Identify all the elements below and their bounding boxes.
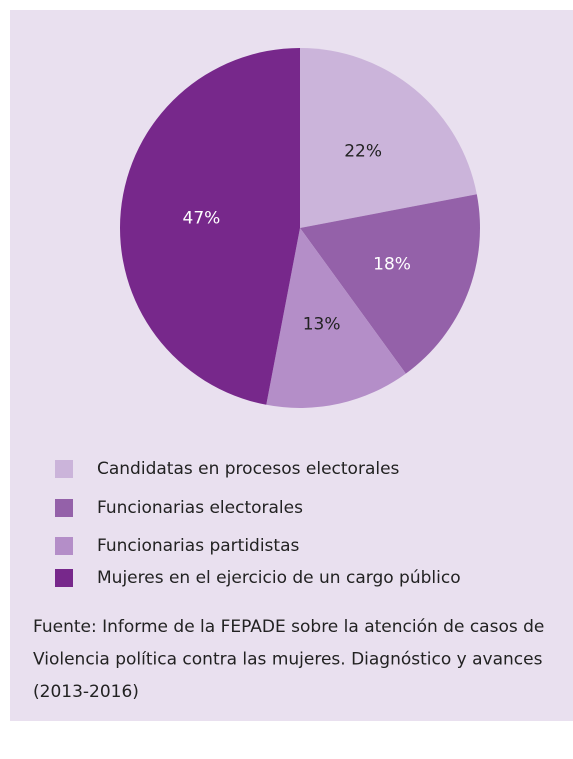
pie-slice bbox=[300, 194, 480, 374]
slice-label: 18% bbox=[373, 254, 411, 274]
legend-label: Funcionarias electorales bbox=[97, 498, 303, 518]
legend-label: Mujeres en el ejercicio de un cargo públ… bbox=[97, 568, 461, 588]
pie-slice bbox=[266, 228, 406, 409]
legend-swatch bbox=[55, 569, 73, 587]
slice-label: 22% bbox=[344, 142, 382, 162]
pie-slice bbox=[119, 48, 300, 405]
legend-label: Funcionarias partidistas bbox=[97, 536, 299, 556]
slice-label: 47% bbox=[183, 209, 221, 229]
legend-swatch bbox=[55, 537, 73, 555]
legend-swatch bbox=[55, 460, 73, 478]
slice-label: 13% bbox=[303, 315, 341, 335]
legend-label: Candidatas en procesos electorales bbox=[97, 459, 400, 479]
pie-slice bbox=[300, 48, 477, 228]
source-note: Violencia política contra las mujeres. D… bbox=[33, 650, 543, 670]
source-note: Fuente: Informe de la FEPADE sobre la at… bbox=[33, 617, 544, 637]
source-note: (2013-2016) bbox=[33, 682, 139, 702]
legend-swatch bbox=[55, 499, 73, 517]
